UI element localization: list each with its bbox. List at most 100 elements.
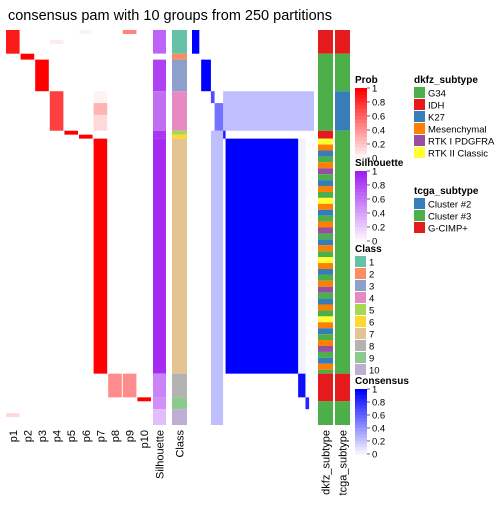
legend-swatch [414, 99, 425, 110]
legend-tick-label: 0 [372, 237, 377, 248]
prob-cell [137, 397, 151, 402]
legend-tick-label: 0.8 [372, 98, 385, 109]
legend-gradient-step [355, 230, 367, 235]
legend-gradient-step [355, 437, 367, 442]
legend-item-label: 5 [369, 306, 374, 317]
silhouette-cell [153, 397, 166, 410]
dkfz-subtype-column [318, 30, 333, 425]
legend-gradient-step [355, 428, 367, 432]
legend-item-label: 10 [369, 366, 380, 377]
prob-column-bg [108, 30, 122, 425]
legend-tick-label: 0.8 [372, 398, 385, 409]
dkfz-cell [318, 346, 333, 352]
legend-swatch [355, 364, 366, 375]
prob-cell [49, 39, 64, 44]
legend-gradient-step [355, 450, 367, 455]
dkfz-cell [318, 150, 333, 157]
dkfz-cell [318, 53, 333, 131]
legend-gradient-step [355, 178, 367, 182]
x-label: p9 [125, 430, 137, 442]
legend-tick-label: 1 [372, 167, 377, 178]
consensus-offblock [210, 130, 224, 425]
prob-cell [122, 373, 137, 398]
tcga-cell [335, 130, 350, 374]
prob-cell [6, 413, 20, 418]
consensus-block [305, 397, 310, 410]
legend-swatch [355, 304, 366, 315]
x-label: p7 [95, 430, 107, 442]
silhouette-cell [153, 130, 166, 139]
dkfz-cell [318, 168, 333, 175]
legend-item-label: G-CIMP+ [428, 224, 468, 235]
dkfz-cell [318, 369, 333, 374]
class-cell [172, 373, 187, 398]
dkfz-cell [318, 174, 333, 181]
dkfz-cell [318, 180, 333, 187]
x-label: Class [175, 430, 187, 458]
legend-gradient-step [355, 98, 367, 103]
x-label: p5 [66, 430, 78, 442]
consensus-block [201, 59, 211, 92]
dkfz-cell [318, 286, 333, 293]
dkfz-cell [318, 156, 333, 163]
dkfz-cell [318, 280, 333, 287]
dkfz-cell [318, 144, 333, 151]
legend-gradient-step [355, 185, 367, 189]
legend-gradient-step [355, 408, 367, 413]
legend-swatch [355, 352, 366, 363]
prob-cell [79, 30, 93, 34]
x-label: p10 [139, 430, 151, 448]
legend-swatch [414, 222, 425, 233]
x-label: p6 [81, 430, 93, 442]
class-cell [172, 91, 187, 131]
legend-gradient-step [355, 216, 367, 221]
legend-gradient-step [355, 151, 367, 155]
legend-gradient-step [355, 223, 367, 228]
consensus-offblock [223, 91, 314, 131]
legend-gradient-step [355, 227, 367, 231]
dkfz-cell [318, 334, 333, 341]
prob-cell [93, 138, 108, 374]
dkfz-cell [318, 322, 333, 329]
dkfz-cell [318, 138, 333, 145]
legend-gradient-step [355, 133, 367, 138]
prob-cell [93, 103, 108, 115]
consensus-block [210, 91, 215, 104]
class-column [172, 30, 187, 425]
legend-gradient-step [355, 116, 367, 120]
dkfz-cell [318, 268, 333, 275]
legend-gradient-step [355, 126, 367, 131]
dkfz-cell [318, 227, 333, 234]
prob-cell [64, 130, 78, 135]
class-cell [172, 397, 187, 410]
dkfz-cell [318, 130, 333, 139]
legend-item-label: RTK I PDGFRA [428, 137, 495, 148]
dkfz-cell [318, 401, 333, 425]
x-label: p4 [52, 430, 64, 442]
class-cell [172, 409, 187, 425]
legend-gradient-step [355, 137, 367, 141]
legend-gradient-step [355, 395, 367, 400]
legend-gradient-step [355, 209, 367, 214]
consensus-block [223, 130, 226, 139]
dkfz-cell [318, 292, 333, 299]
consensus-matrix [192, 30, 314, 425]
legend-gradient-step [355, 102, 367, 106]
legend-gradient-step [355, 237, 367, 242]
legend-title: Consensus [355, 376, 409, 387]
dkfz-cell [318, 209, 333, 216]
prob-column-bg [122, 30, 137, 425]
legend-item-label: 9 [369, 354, 374, 365]
legend-tick-label: 0.2 [372, 437, 385, 448]
dkfz-cell [318, 316, 333, 323]
legend-swatch [414, 147, 425, 158]
silhouette-column [153, 30, 166, 425]
class-cell [172, 130, 187, 135]
consensus-block [298, 373, 306, 398]
legend-gradient-step [355, 195, 367, 200]
prob-cell [6, 30, 20, 54]
dkfz-cell [318, 245, 333, 252]
legend-gradient-step [355, 234, 367, 238]
